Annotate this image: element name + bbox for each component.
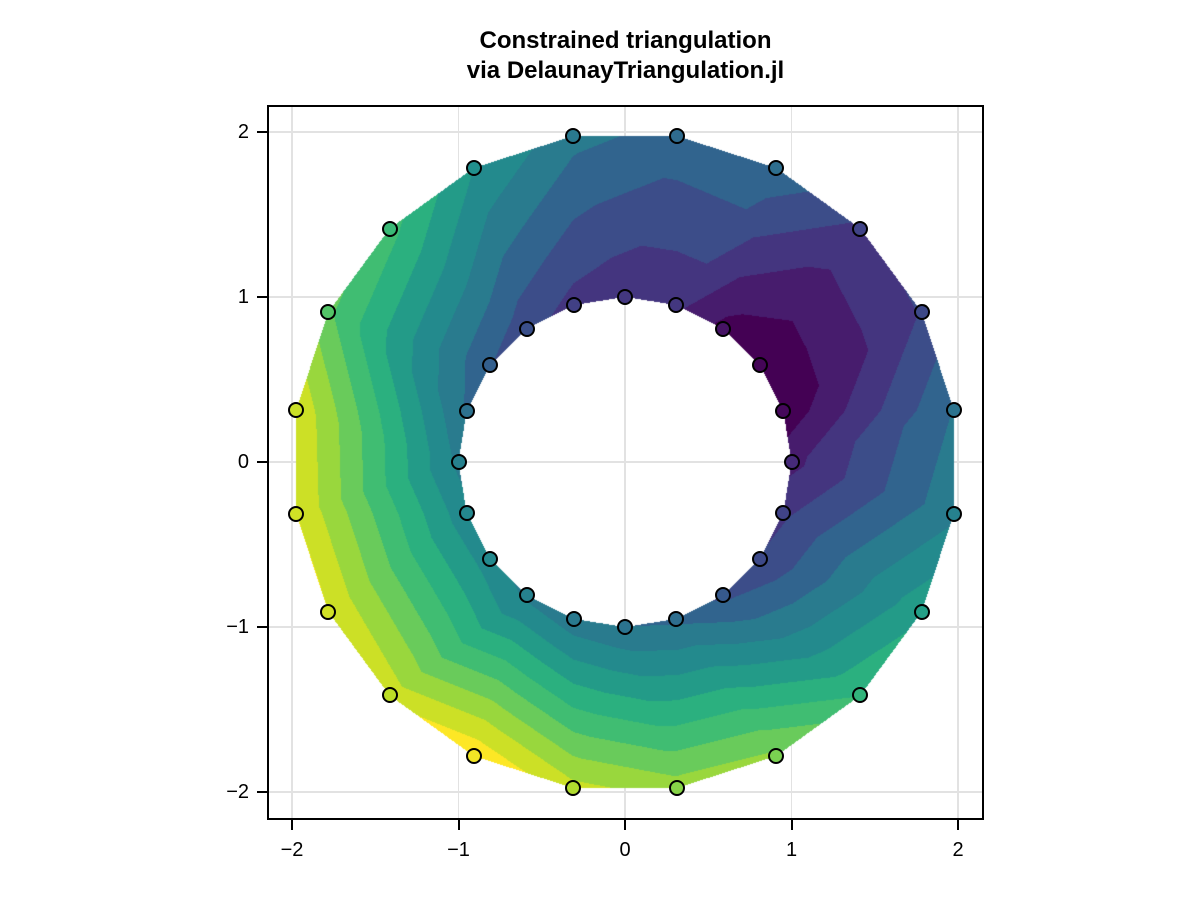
data-point-marker (458, 403, 475, 419)
data-point-marker (714, 320, 731, 337)
x-axis-tick (291, 820, 293, 830)
y-axis-tick (257, 461, 267, 463)
data-point-marker (913, 304, 930, 321)
data-point-marker (945, 402, 962, 419)
x-axis-tick (790, 820, 793, 830)
x-axis-tick (624, 820, 626, 830)
data-point-marker (913, 603, 930, 620)
x-axis-tick (957, 820, 959, 830)
y-axis-tick (257, 626, 267, 628)
data-point-marker (852, 220, 869, 237)
data-point-marker (288, 402, 305, 419)
x-axis-tick-label: 2 (952, 839, 964, 861)
data-point-marker (565, 297, 582, 314)
data-point-marker (775, 403, 792, 419)
y-axis-tick-label: −2 (226, 781, 249, 803)
y-axis-tick (257, 131, 267, 133)
data-point-marker (775, 504, 792, 521)
y-axis-tick-label: −1 (226, 616, 249, 638)
data-point-marker (564, 128, 581, 145)
data-point-marker (519, 320, 536, 337)
data-point-marker (565, 610, 582, 627)
y-axis-tick (257, 296, 267, 298)
data-point-marker (458, 504, 475, 521)
data-point-marker (381, 220, 398, 237)
data-point-marker (288, 505, 305, 522)
data-point-marker (768, 159, 785, 176)
x-axis-tick-label: −2 (280, 839, 304, 861)
data-point-marker (751, 357, 768, 373)
data-point-marker (617, 619, 633, 635)
x-axis-tick-label: 0 (619, 839, 631, 861)
data-point-marker (945, 505, 962, 522)
data-point-marker (320, 603, 337, 620)
data-point-marker (320, 304, 337, 321)
y-axis-tick-label: 2 (237, 121, 249, 143)
data-point-marker (564, 779, 581, 796)
y-axis-tick-label: 0 (237, 451, 249, 473)
data-point-marker (852, 687, 869, 704)
axes-box (267, 105, 984, 820)
data-point-marker (783, 454, 800, 470)
data-point-marker (381, 687, 398, 704)
x-axis-tick-label: 1 (785, 839, 798, 861)
data-point-marker (669, 779, 686, 796)
data-point-marker (482, 357, 499, 373)
data-point-marker (482, 550, 499, 567)
data-point-marker (465, 159, 482, 176)
data-point-marker (519, 587, 536, 604)
x-axis-tick-label: −1 (447, 839, 470, 861)
plot-title-line1: Constrained triangulation (479, 27, 772, 54)
data-point-marker (768, 748, 785, 765)
x-axis-tick (457, 820, 460, 830)
data-point-marker (617, 289, 633, 305)
data-point-marker (668, 297, 685, 314)
plot-title: Constrained triangulation via DelaunayTr… (267, 26, 984, 86)
data-point-marker (669, 128, 686, 145)
data-point-marker (450, 454, 467, 470)
data-point-marker (465, 748, 482, 765)
data-point-marker (668, 610, 685, 627)
data-point-marker (714, 587, 731, 604)
y-axis-tick-label: 1 (237, 286, 249, 308)
tricontourf-canvas (269, 107, 982, 818)
data-point-marker (751, 550, 768, 567)
y-axis-tick (257, 791, 267, 793)
plot-title-line2: via DelaunayTriangulation.jl (466, 57, 785, 84)
